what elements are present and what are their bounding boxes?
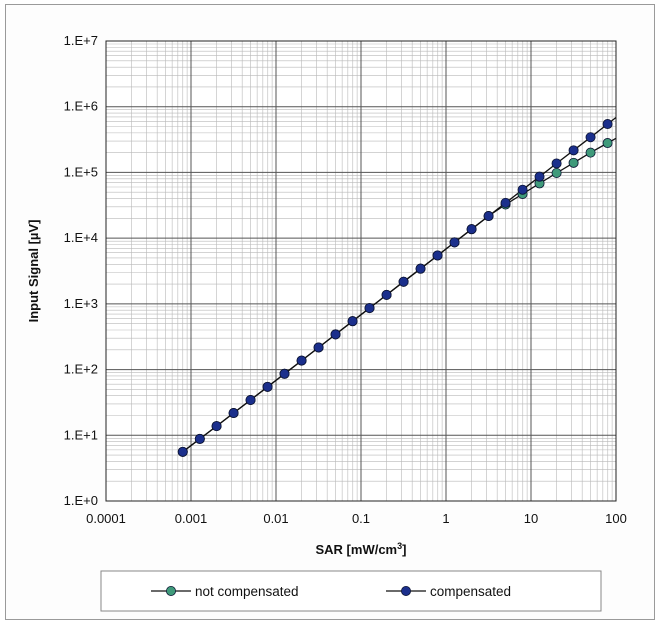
y-tick-label: 1.E+0 bbox=[64, 493, 98, 508]
grid-major bbox=[105, 40, 617, 502]
x-tick-label: 1 bbox=[442, 511, 449, 526]
point-not-compensated bbox=[602, 138, 613, 149]
chart: 0.0001 0.001 0.01 0.1 1 10 100 1.E+0 1.E+1 1.E+2… bbox=[26, 33, 627, 612]
legend: not compensated compensated bbox=[151, 584, 511, 599]
y-tick-label: 1.E+4 bbox=[64, 230, 98, 245]
x-axis-label: SAR [mW/cm3] bbox=[316, 541, 407, 557]
point-compensated bbox=[211, 421, 222, 432]
point-compensated bbox=[330, 329, 341, 340]
point-not-compensated bbox=[585, 147, 596, 158]
point-compensated bbox=[347, 316, 358, 327]
point-compensated bbox=[534, 171, 545, 182]
y-tick-label: 1.E+6 bbox=[64, 99, 98, 114]
point-compensated bbox=[585, 132, 596, 143]
point-compensated bbox=[602, 119, 613, 130]
point-compensated bbox=[500, 197, 511, 208]
point-compensated bbox=[279, 368, 290, 379]
x-tick-label: 0.001 bbox=[175, 511, 208, 526]
point-compensated bbox=[194, 433, 205, 444]
y-tick-label: 1.E+5 bbox=[64, 164, 98, 179]
legend-marker bbox=[400, 586, 411, 597]
x-tick-label: 100 bbox=[605, 511, 627, 526]
series-layer bbox=[177, 116, 617, 457]
point-compensated bbox=[551, 158, 562, 169]
point-compensated bbox=[449, 237, 460, 248]
point-compensated bbox=[568, 145, 579, 156]
point-compensated bbox=[466, 224, 477, 235]
y-tick-labels: 1.E+0 1.E+1 1.E+2 1.E+3 1.E+4 1.E+5 1.E+6 1.E+7 bbox=[64, 33, 98, 508]
point-compensated bbox=[228, 408, 239, 419]
x-tick-label: 0.01 bbox=[263, 511, 288, 526]
point-compensated bbox=[381, 289, 392, 300]
point-not-compensated bbox=[568, 157, 579, 168]
x-tick-label: 0.1 bbox=[352, 511, 370, 526]
x-tick-labels: 0.0001 0.001 0.01 0.1 1 10 100 bbox=[86, 511, 627, 526]
point-compensated bbox=[364, 303, 375, 314]
point-compensated bbox=[415, 263, 426, 274]
y-tick-label: 1.E+1 bbox=[64, 427, 98, 442]
point-not-compensated bbox=[551, 168, 562, 179]
y-axis-label: Input Signal [µV] bbox=[26, 220, 41, 323]
point-compensated bbox=[177, 446, 188, 457]
point-compensated bbox=[296, 355, 307, 366]
point-compensated bbox=[313, 342, 324, 353]
point-compensated bbox=[483, 211, 494, 222]
x-tick-label: 10 bbox=[524, 511, 538, 526]
point-compensated bbox=[398, 276, 409, 287]
point-compensated bbox=[245, 395, 256, 406]
chart-frame: 0.0001 0.001 0.01 0.1 1 10 100 1.E+0 1.E+1 1.E+2… bbox=[5, 4, 655, 620]
point-compensated bbox=[262, 381, 273, 392]
y-tick-label: 1.E+2 bbox=[64, 362, 98, 377]
x-tick-label: 0.0001 bbox=[86, 511, 126, 526]
point-compensated bbox=[432, 250, 443, 261]
legend-marker bbox=[165, 586, 176, 597]
y-tick-label: 1.E+7 bbox=[64, 33, 98, 48]
legend-label: compensated bbox=[430, 584, 511, 599]
legend-label: not compensated bbox=[195, 584, 299, 599]
point-compensated bbox=[517, 184, 528, 195]
plot-border bbox=[105, 40, 617, 502]
y-tick-label: 1.E+3 bbox=[64, 296, 98, 311]
